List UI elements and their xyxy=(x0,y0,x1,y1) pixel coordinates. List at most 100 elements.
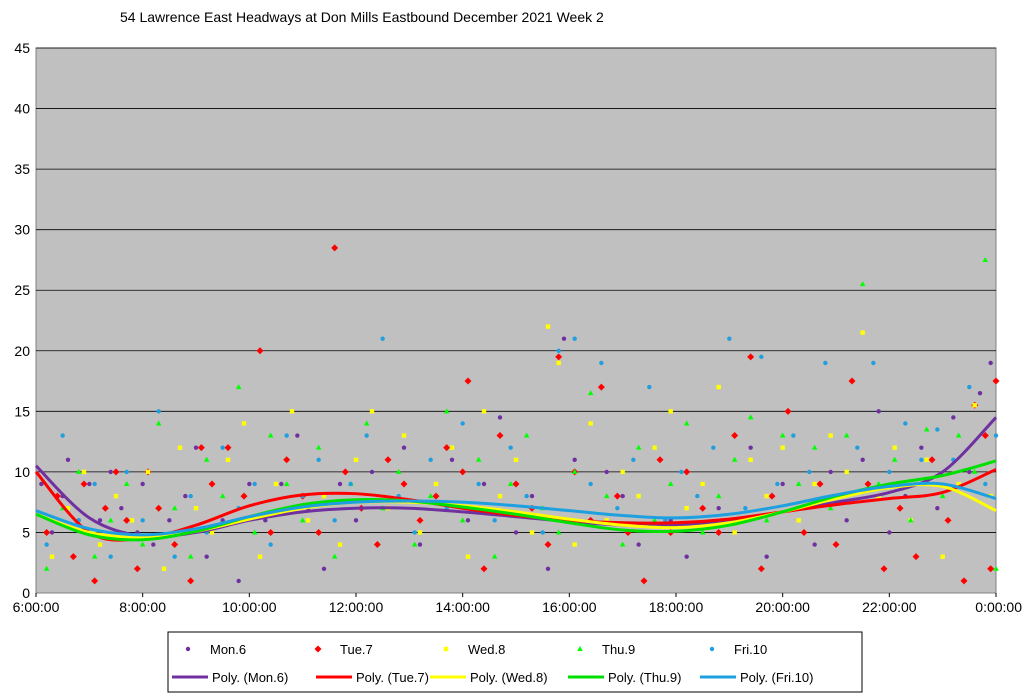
data-point xyxy=(711,445,716,450)
data-point xyxy=(209,530,215,535)
data-point xyxy=(145,469,151,475)
legend-marker xyxy=(443,646,449,652)
data-point xyxy=(283,456,291,464)
data-point xyxy=(828,469,833,475)
data-point xyxy=(587,390,594,396)
data-point xyxy=(529,530,535,535)
data-point xyxy=(289,409,295,414)
data-point xyxy=(556,348,561,353)
data-point xyxy=(823,360,828,366)
data-point xyxy=(508,445,513,450)
data-point xyxy=(267,528,275,536)
data-point xyxy=(923,426,930,432)
data-point xyxy=(497,493,503,499)
data-point xyxy=(193,445,199,450)
data-point xyxy=(640,577,648,585)
data-point xyxy=(139,541,146,547)
data-point xyxy=(716,506,721,511)
data-point xyxy=(800,528,808,536)
data-point xyxy=(860,457,865,462)
data-point xyxy=(268,542,273,547)
data-point xyxy=(316,457,321,462)
data-point xyxy=(443,408,450,414)
data-point xyxy=(651,517,658,523)
data-point xyxy=(876,409,881,414)
data-point xyxy=(140,481,145,487)
data-point xyxy=(364,433,369,438)
x-tick-label: 20:00:00 xyxy=(755,599,810,615)
data-point xyxy=(295,433,300,438)
legend-label: Poly. (Fri.10) xyxy=(740,670,813,685)
data-point xyxy=(844,469,849,475)
data-point xyxy=(369,469,375,475)
data-point xyxy=(235,384,242,390)
data-point xyxy=(967,384,972,390)
data-point xyxy=(993,433,999,438)
data-point xyxy=(656,456,664,464)
data-point xyxy=(91,553,98,559)
data-point xyxy=(401,433,407,438)
data-point xyxy=(635,444,642,450)
data-point xyxy=(321,566,327,571)
data-point xyxy=(620,493,625,499)
data-point xyxy=(556,360,561,366)
data-point xyxy=(540,530,545,535)
data-point xyxy=(604,518,609,523)
data-point xyxy=(208,480,216,488)
data-point xyxy=(460,421,465,426)
data-point xyxy=(252,481,257,487)
data-point xyxy=(784,407,792,415)
data-point xyxy=(919,457,924,462)
data-point xyxy=(401,445,407,450)
data-point xyxy=(779,432,786,438)
data-point xyxy=(220,445,225,450)
legend-marker xyxy=(185,646,191,652)
x-tick-label: 16:00:00 xyxy=(542,599,597,615)
data-point xyxy=(859,281,866,287)
data-point xyxy=(65,506,71,511)
y-tick-label: 10 xyxy=(14,464,30,480)
y-tick-label: 5 xyxy=(22,524,30,540)
data-point xyxy=(91,577,99,585)
data-point xyxy=(647,384,652,390)
legend: Mon.6 Tue.7 Wed.8 Thu.9 Fri.10 Poly. (Mon.6) P… xyxy=(167,631,863,693)
data-point xyxy=(263,518,268,523)
data-point xyxy=(924,457,929,462)
data-point xyxy=(604,469,609,475)
data-point xyxy=(161,566,167,571)
legend-label: Thu.9 xyxy=(602,642,635,657)
data-point xyxy=(475,456,482,462)
data-point xyxy=(39,481,44,487)
y-tick-label: 40 xyxy=(14,101,30,117)
data-point xyxy=(555,529,562,535)
data-point xyxy=(780,481,785,487)
data-point xyxy=(891,456,898,462)
x-tick-label: 14:00:00 xyxy=(435,599,490,615)
data-point xyxy=(497,415,503,420)
data-point xyxy=(748,445,753,450)
data-point xyxy=(619,541,626,547)
data-point xyxy=(512,480,520,488)
data-point xyxy=(332,518,337,523)
data-point xyxy=(544,541,552,549)
data-point xyxy=(155,504,163,512)
data-point xyxy=(465,554,471,559)
data-point xyxy=(315,528,323,536)
data-point xyxy=(812,481,817,487)
data-point xyxy=(432,492,440,500)
data-point xyxy=(523,432,530,438)
data-point xyxy=(981,432,989,440)
data-point xyxy=(775,481,780,487)
data-point xyxy=(193,506,199,511)
data-point xyxy=(699,504,707,512)
data-point xyxy=(588,481,593,487)
data-point xyxy=(256,347,264,355)
data-point xyxy=(561,336,567,341)
data-point xyxy=(112,468,120,476)
data-point xyxy=(684,506,689,511)
x-tick-label: 10:00:00 xyxy=(222,599,277,615)
data-point xyxy=(960,577,968,585)
data-point xyxy=(44,542,49,547)
data-point xyxy=(757,565,765,573)
